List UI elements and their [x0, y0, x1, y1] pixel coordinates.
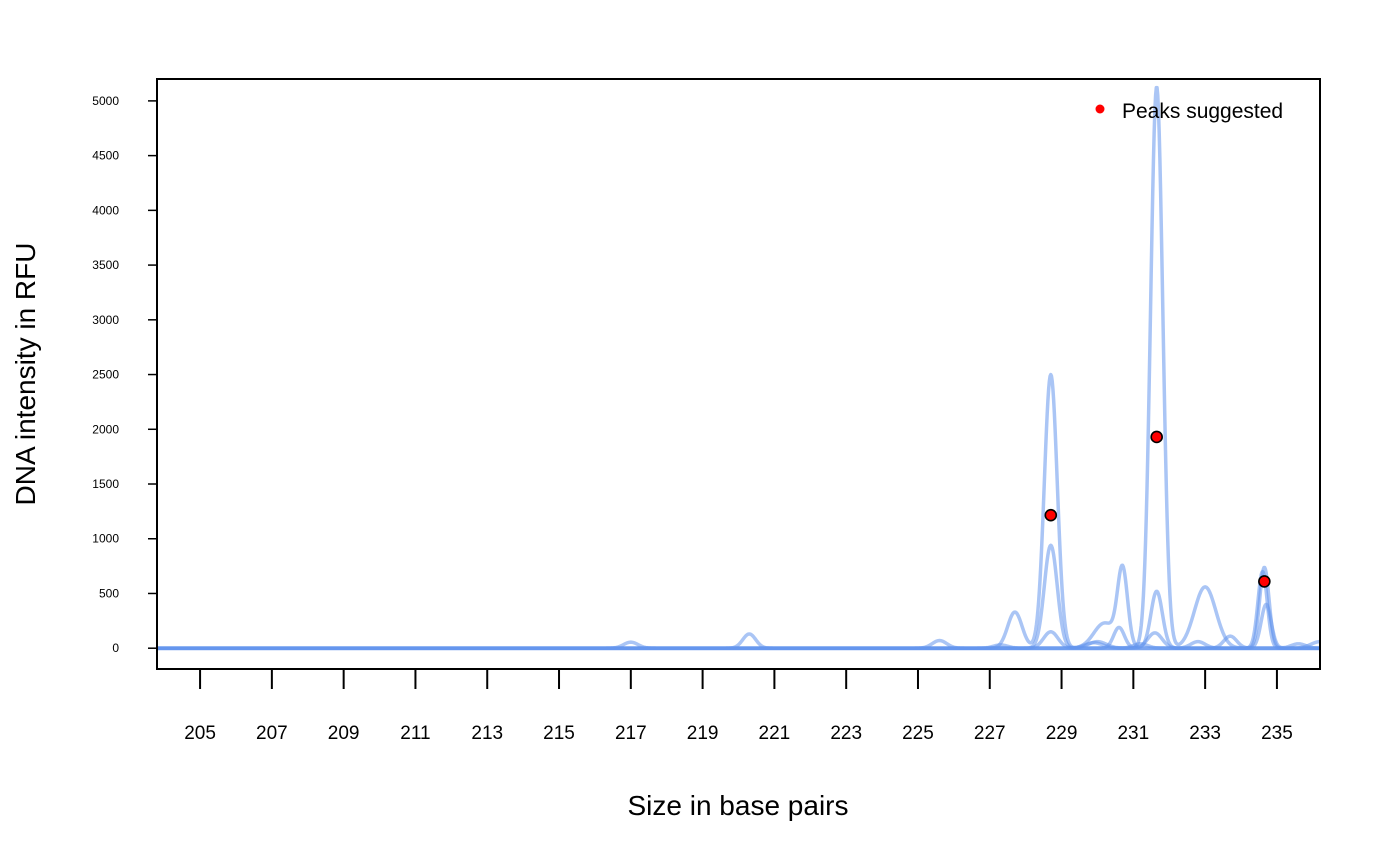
y-axis: 0 500 1000 1500 2000 2500 3000 3500 4000 4500 5000: [92, 94, 157, 655]
suggested-peak-2: [1150, 430, 1163, 444]
suggested-peak-points: [1044, 430, 1271, 588]
y-tick-label-0: 0: [112, 641, 119, 655]
x-tick-label-211: 211: [400, 723, 430, 744]
y-axis-title: DNA intensity in RFU: [10, 243, 41, 506]
y-tick-label-2000: 2000: [92, 422, 119, 436]
x-tick-label-231: 231: [1117, 723, 1149, 744]
x-tick-label-219: 219: [687, 723, 719, 744]
y-tick-label-4500: 4500: [92, 149, 119, 163]
x-axis: 205 207 209 211 213 215 217 219 221 223 225 227 229 2…: [184, 669, 1293, 744]
y-tick-label-3500: 3500: [92, 258, 119, 272]
suggested-peak-1: [1044, 508, 1058, 522]
x-tick-label-207: 207: [256, 723, 288, 744]
x-tick-label-229: 229: [1046, 723, 1078, 744]
y-tick-label-2500: 2500: [92, 368, 119, 382]
x-tick-label-233: 233: [1189, 723, 1221, 744]
x-tick-label-235: 235: [1261, 723, 1293, 744]
y-tick-label-5000: 5000: [92, 94, 119, 108]
plot-background: [157, 79, 1320, 669]
x-tick-label-217: 217: [615, 723, 647, 744]
x-tick-label-221: 221: [759, 723, 791, 744]
y-tick-label-1000: 1000: [92, 532, 119, 546]
y-tick-label-1500: 1500: [92, 477, 119, 491]
x-tick-label-215: 215: [543, 723, 575, 744]
electropherogram-traces: [157, 85, 1320, 651]
x-tick-label-205: 205: [184, 723, 216, 744]
x-tick-label-227: 227: [974, 723, 1006, 744]
x-axis-title: Size in base pairs: [627, 790, 848, 821]
legend: Peaks suggested: [1095, 100, 1283, 123]
x-tick-label-213: 213: [471, 723, 503, 744]
y-tick-label-4000: 4000: [92, 203, 119, 217]
legend-marker-peaks-suggested: [1095, 104, 1105, 114]
legend-label-peaks-suggested: Peaks suggested: [1122, 100, 1283, 123]
x-tick-label-225: 225: [902, 723, 934, 744]
x-tick-label-209: 209: [328, 723, 360, 744]
y-tick-label-3000: 3000: [92, 313, 119, 327]
y-tick-label-500: 500: [99, 586, 119, 600]
x-tick-label-223: 223: [830, 723, 862, 744]
suggested-peak-3: [1258, 575, 1271, 588]
